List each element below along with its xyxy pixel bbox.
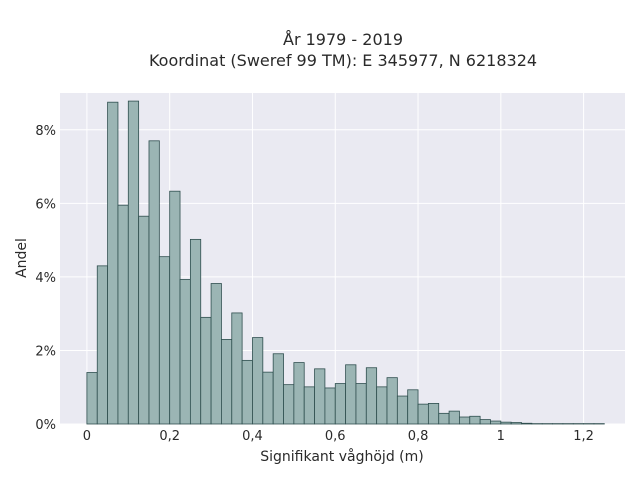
x-tick-label: 0,6: [325, 429, 346, 444]
histogram-bar: [427, 403, 440, 425]
histogram-bar: [107, 101, 119, 425]
histogram-bar: [293, 362, 305, 425]
x-tick-label: 0,8: [408, 429, 429, 444]
histogram-bar: [479, 419, 491, 425]
histogram-bar: [138, 215, 150, 425]
chart-title-line-1: År 1979 - 2019: [283, 30, 403, 49]
histogram-bar: [272, 353, 284, 425]
histogram-bar: [417, 403, 429, 425]
x-tick-label: 0,4: [242, 429, 263, 444]
y-axis-label: Andel: [14, 238, 30, 278]
histogram-bar: [158, 256, 171, 425]
histogram-bar: [438, 412, 450, 425]
histogram-bar: [241, 359, 253, 425]
histogram-bar: [148, 140, 160, 425]
bars: [86, 100, 605, 425]
chart-title-line-2: Koordinat (Sweref 99 TM): E 345977, N 62…: [149, 51, 537, 70]
histogram-bar: [96, 265, 109, 425]
histogram-bar: [210, 283, 222, 425]
histogram-bar: [334, 383, 347, 425]
histogram-bar: [345, 364, 357, 425]
histogram-bar: [376, 386, 388, 425]
histogram-bar: [283, 384, 295, 425]
histogram-bar: [314, 368, 326, 425]
x-axis-ticks: 0 0,2 0,4 0,6 0,8 1 1,2: [83, 429, 594, 444]
y-axis-ticks: 0% 2% 4% 6% 8%: [35, 124, 56, 433]
x-tick-label: 0,2: [159, 429, 180, 444]
histogram-bar: [355, 383, 367, 425]
histogram-bar: [407, 389, 419, 425]
histogram-bar: [262, 371, 274, 425]
x-tick-label: 1: [497, 429, 505, 444]
y-tick-label: 6%: [35, 197, 56, 212]
histogram-bar: [189, 238, 202, 425]
histogram-bar: [500, 421, 512, 425]
histogram-bar: [365, 367, 378, 425]
histogram-bar: [459, 416, 471, 425]
histogram-bar: [252, 337, 264, 425]
histogram-bar: [510, 422, 522, 425]
y-tick-label: 4%: [35, 271, 56, 286]
y-tick-label: 2%: [35, 344, 56, 359]
y-tick-label: 0%: [35, 418, 56, 433]
histogram-bar: [127, 100, 140, 425]
histogram-bar: [86, 372, 98, 425]
histogram-bar: [303, 386, 315, 425]
histogram-bar: [179, 279, 191, 425]
histogram-bar: [221, 339, 233, 425]
histogram-bar: [200, 316, 212, 425]
x-tick-label: 1,2: [573, 429, 594, 444]
histogram-bar: [231, 312, 243, 425]
histogram-bar: [396, 395, 409, 425]
y-tick-label: 8%: [35, 124, 56, 139]
histogram-bar: [386, 377, 398, 425]
histogram-bar: [117, 204, 129, 425]
x-tick-label: 0: [83, 429, 91, 444]
histogram-bar: [324, 387, 336, 425]
histogram-bar: [169, 190, 181, 425]
x-axis-label: Signifikant våghöjd (m): [260, 448, 423, 465]
histogram-bar: [490, 420, 502, 425]
histogram-bar: [521, 422, 533, 425]
histogram-bar: [469, 415, 481, 425]
histogram-bar: [448, 410, 460, 425]
